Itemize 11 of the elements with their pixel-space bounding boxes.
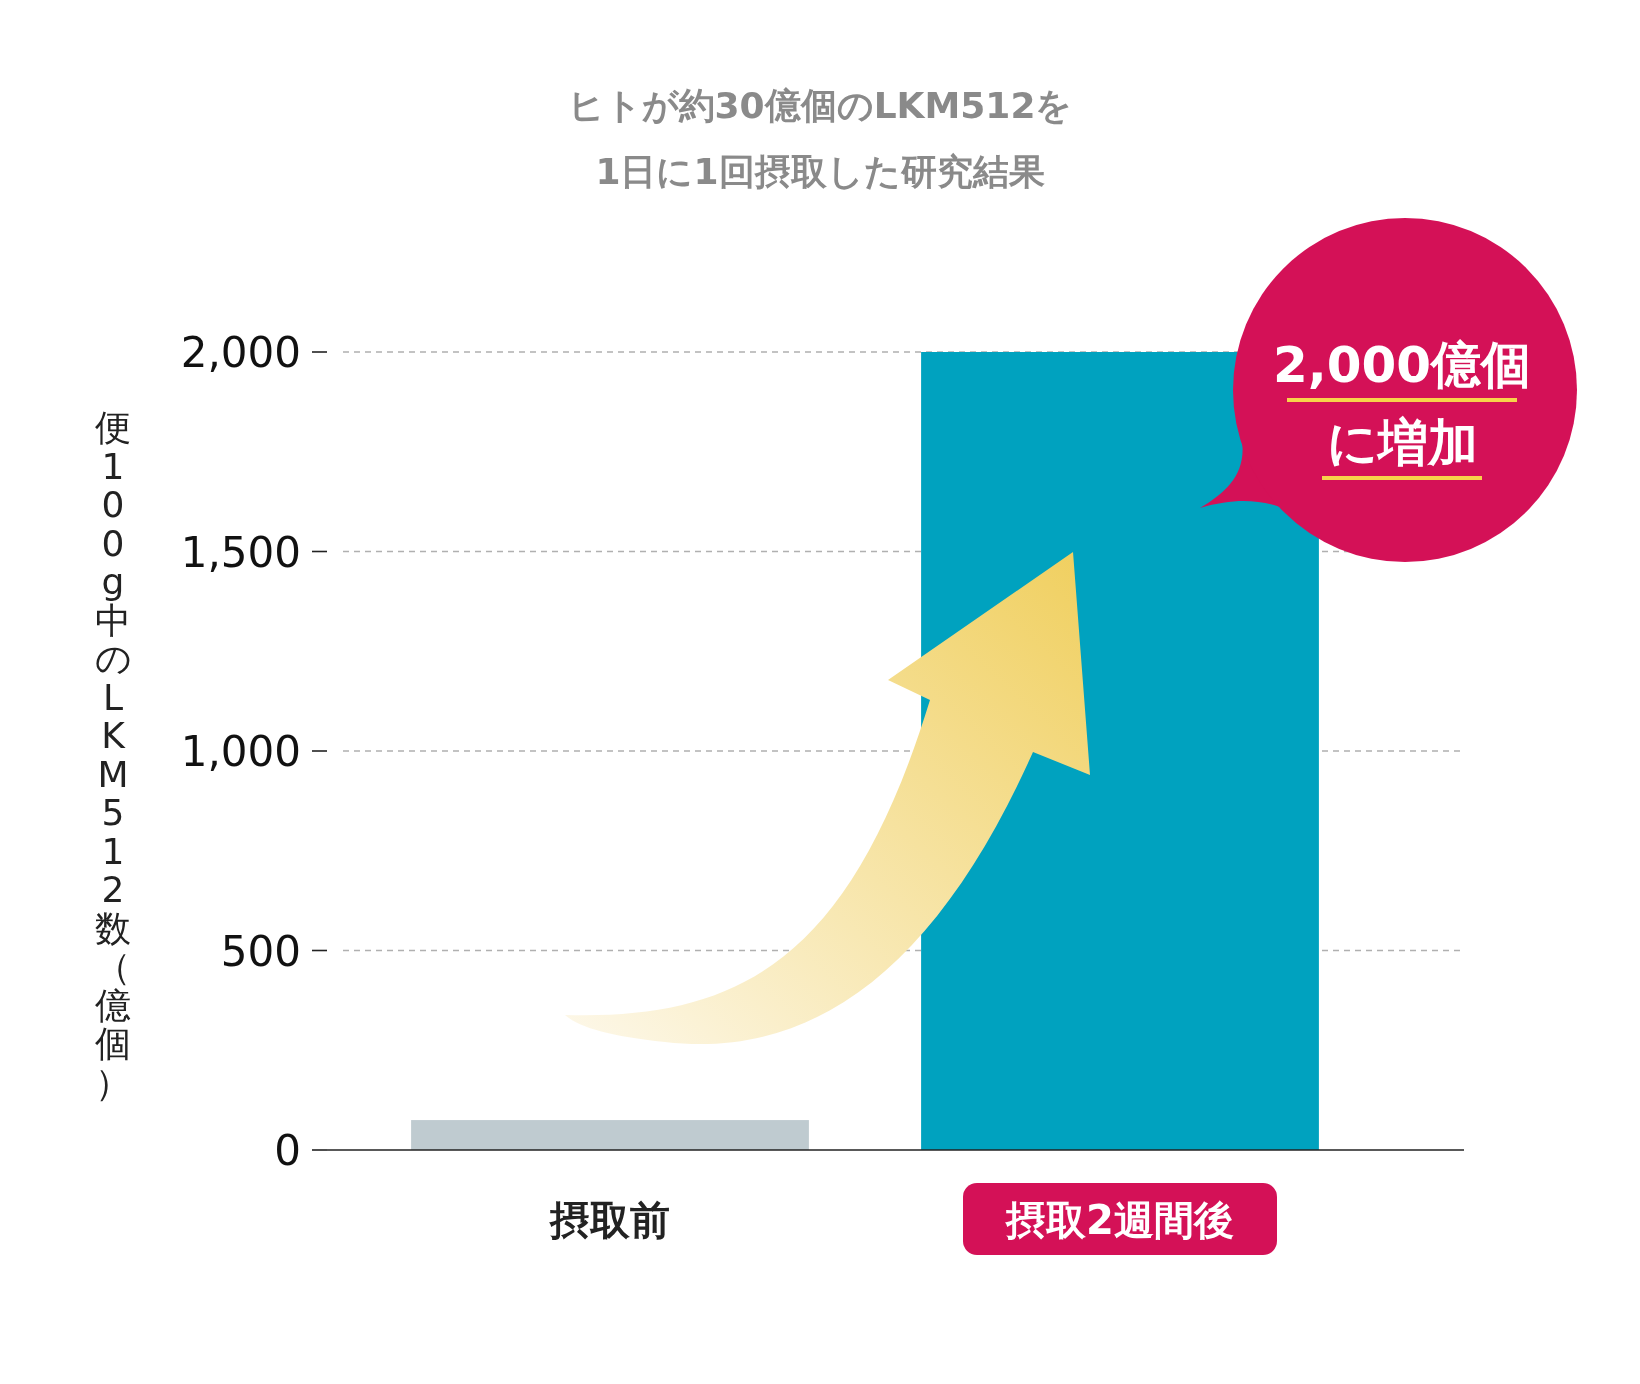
- y-tick-label: 1,000: [180, 727, 301, 776]
- chart-title: ヒトが約30億個のLKM512を 1日に1回摂取した研究結果: [567, 85, 1073, 192]
- x-tick-label: 摂取前: [549, 1197, 670, 1243]
- annotation: に増加: [1326, 414, 1478, 472]
- x-tick-label: 摂取2週間後: [1005, 1197, 1234, 1243]
- y-tick-label: 2,000: [180, 328, 301, 377]
- annotation: 2,000億個: [1272, 336, 1532, 394]
- y-tick-label: 0: [274, 1126, 301, 1175]
- y-tick-label: 500: [220, 926, 301, 976]
- y-tick-label: 1,500: [180, 527, 301, 577]
- text: 便100g中のLKM512数（億個）: [94, 407, 132, 1103]
